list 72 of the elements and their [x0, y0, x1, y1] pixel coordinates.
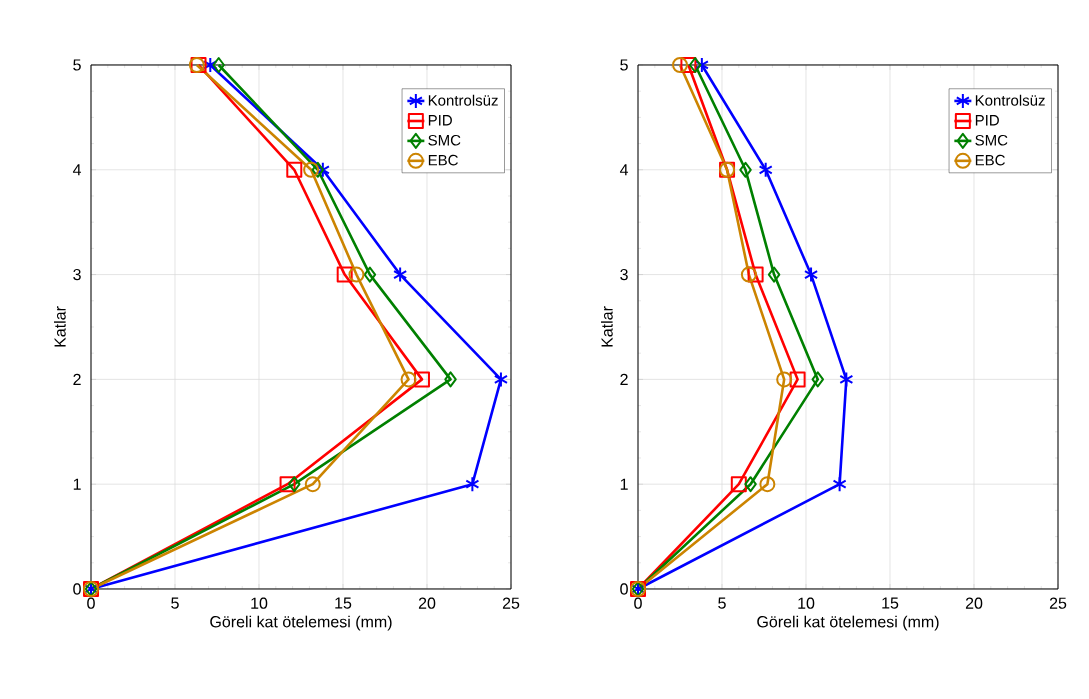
point [212, 56, 225, 73]
legend-label: PID [428, 115, 452, 126]
point [688, 56, 702, 73]
y-tick-label: 4 [619, 164, 629, 176]
point [286, 161, 303, 178]
point [493, 371, 508, 388]
x-axis-title: Göreli kat ötelemesi (mm) [210, 615, 392, 631]
point [444, 371, 457, 388]
y-tick-label: 5 [620, 59, 628, 71]
point [672, 56, 689, 73]
y-tick-label: 1 [73, 478, 81, 490]
y-tick-label: 5 [73, 59, 81, 71]
point [304, 476, 321, 493]
y-tick-label: 0 [620, 583, 628, 595]
point [465, 476, 480, 493]
legend-label: EBC [975, 154, 1005, 166]
y-tick-label: 2 [73, 373, 81, 385]
point [759, 476, 776, 493]
point [363, 266, 377, 283]
x-tick-label: 5 [718, 597, 726, 609]
x-tick-label: 15 [882, 597, 899, 609]
point [400, 371, 417, 388]
point [803, 266, 819, 283]
point [279, 476, 296, 493]
legend-label: Kontrolsüz [428, 94, 498, 106]
x-tick-label: 15 [335, 597, 352, 609]
point [811, 371, 825, 388]
point [832, 476, 847, 493]
x-tick-label: 10 [251, 597, 268, 609]
legend-label: SMC [428, 134, 461, 146]
point [744, 476, 757, 493]
point [336, 266, 353, 283]
x-tick-label: 5 [171, 597, 179, 609]
y-tick-label: 0 [73, 583, 81, 595]
y-tick-label: 3 [620, 268, 628, 281]
point [767, 266, 781, 283]
point [740, 266, 757, 283]
y-axis-title: Katlar [601, 306, 613, 347]
point [288, 476, 301, 493]
legend-label: Kontrolsüz [975, 94, 1045, 106]
point [747, 266, 764, 283]
x-tick-label: 0 [87, 597, 95, 609]
point [758, 161, 773, 178]
point [348, 266, 365, 283]
x-tick-label: 10 [798, 597, 815, 609]
point [730, 476, 747, 493]
point [680, 56, 697, 73]
point [839, 371, 854, 388]
point [315, 161, 330, 178]
point [311, 161, 325, 178]
point [789, 371, 806, 388]
point [203, 56, 218, 73]
x-tick-label: 20 [965, 597, 983, 609]
x-tick-label: 25 [502, 597, 520, 609]
legend-label: EBC [428, 154, 458, 166]
point [303, 161, 320, 178]
point [413, 371, 430, 388]
y-tick-label: 3 [73, 268, 81, 281]
legend-label: SMC [975, 134, 1008, 146]
x-tick-label: 25 [1049, 597, 1067, 609]
point [739, 161, 752, 178]
y-tick-label: 4 [72, 164, 82, 176]
y-tick-label: 2 [620, 373, 628, 385]
legend-label: PID [975, 115, 999, 126]
y-tick-label: 1 [620, 478, 628, 490]
x-tick-label: 0 [634, 597, 642, 609]
x-axis-title: Göreli kat ötelemesi (mm) [757, 615, 939, 631]
x-tick-label: 20 [418, 597, 436, 609]
point [776, 371, 793, 388]
point [393, 266, 408, 283]
y-axis-title: Katlar [54, 306, 66, 347]
point [694, 56, 709, 73]
